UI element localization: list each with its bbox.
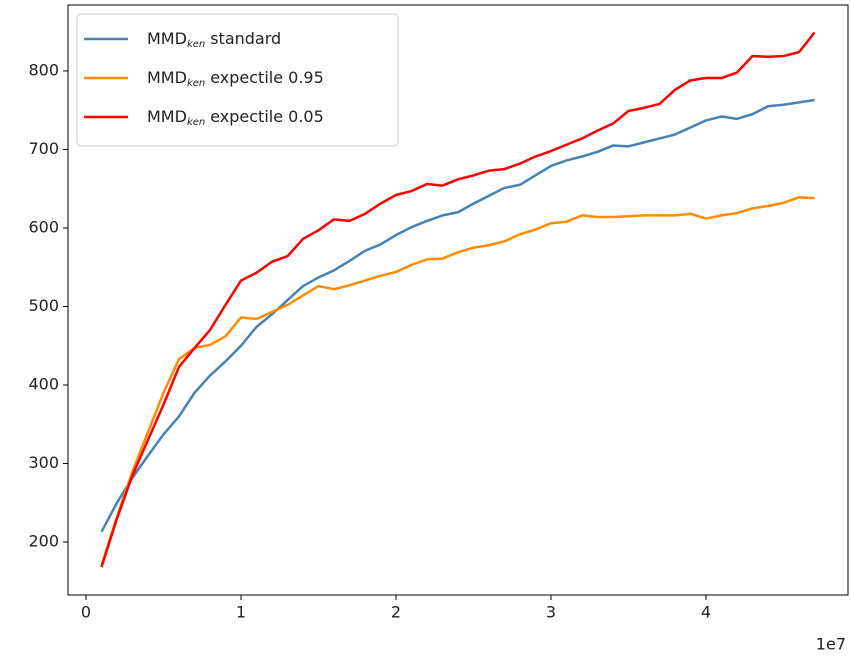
- legend-label: MMDken expectile 0.05: [147, 107, 324, 129]
- x-tick-label: 1: [236, 603, 246, 622]
- x-tick-label: 2: [391, 603, 401, 622]
- legend-prefix: MMD: [147, 107, 187, 126]
- x-offset-label: 1e7: [816, 635, 846, 654]
- y-tick-label: 500: [28, 296, 59, 315]
- legend-name: expectile 0.05: [210, 107, 324, 126]
- legend-prefix: MMD: [147, 68, 187, 87]
- legend-label: MMDken expectile 0.95: [147, 68, 324, 90]
- data-line: [100, 196, 815, 566]
- y-tick-label: 200: [28, 532, 59, 551]
- legend-subscript: ken: [187, 39, 205, 50]
- x-tick-label: 3: [546, 603, 556, 622]
- y-tick-label: 600: [28, 217, 59, 236]
- legend-subscript: ken: [187, 78, 205, 89]
- y-tick-label: 300: [28, 453, 59, 472]
- legend-label: MMDken standard: [147, 29, 281, 51]
- y-tick-label: 800: [28, 60, 59, 79]
- data-line: [100, 31, 816, 568]
- legend-prefix: MMD: [147, 29, 187, 48]
- x-tick-label: 4: [701, 603, 711, 622]
- plot-frame: [67, 4, 849, 596]
- x-tick-label: 0: [81, 603, 91, 622]
- legend-box: [76, 13, 399, 147]
- data-line: [100, 98, 815, 533]
- legend-name: expectile 0.95: [210, 68, 324, 87]
- legend-subscript: ken: [187, 117, 205, 128]
- legend-name: standard: [210, 29, 281, 48]
- y-tick-label: 700: [28, 139, 59, 158]
- y-tick-label: 400: [28, 374, 59, 393]
